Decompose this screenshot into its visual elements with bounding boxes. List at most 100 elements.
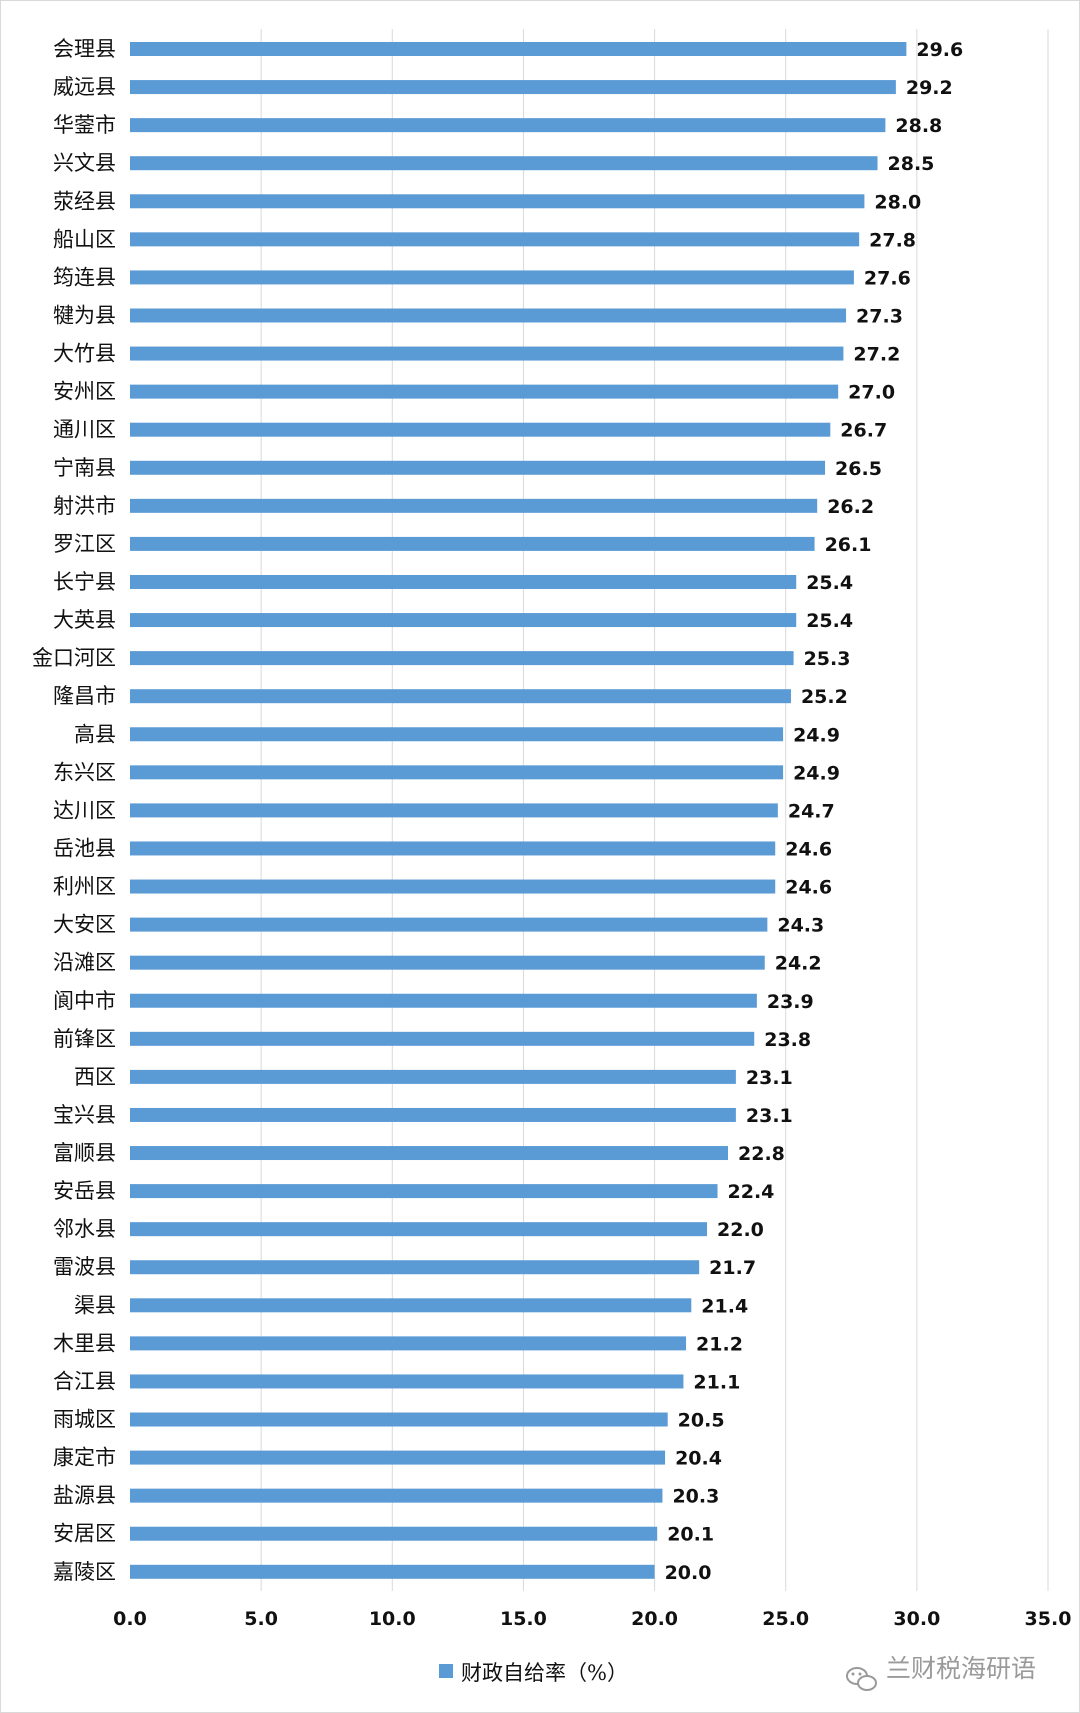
category-labels: 会理县威远县华蓥市兴文县荥经县船山区筠连县犍为县大竹县安州区通川区宁南县射洪市罗… [32,37,116,1584]
value-label: 20.0 [665,1562,712,1584]
value-labels: 29.6 29.2 28.8 28.5 28.0 27.8 27.6 27.3 27.2 27.0… [665,39,964,1584]
bar [130,232,860,247]
value-label: 27.3 [856,305,903,327]
category-label: 前锋区 [53,1027,116,1051]
bar [130,1336,687,1351]
category-label: 东兴区 [53,760,116,784]
category-label: 雨城区 [53,1408,116,1432]
category-label: 宝兴县 [53,1103,116,1127]
bar [130,1488,663,1503]
category-label: 宁南县 [53,456,116,480]
value-label: 25.3 [804,648,851,670]
category-label: 达川区 [53,798,116,822]
x-axis-tick-labels: 0.0 5.0 10.0 15.0 20.0 25.0 30.0 35.0 [113,1608,1071,1630]
category-label: 合江县 [53,1369,116,1393]
value-label: 24.9 [793,724,840,746]
bar [130,536,815,551]
value-label: 24.6 [785,877,832,899]
category-label: 木里县 [53,1331,116,1355]
bar [130,80,896,95]
bar [130,917,768,932]
category-label: 高县 [74,722,116,746]
value-label: 24.9 [793,762,840,784]
value-label: 22.4 [728,1181,775,1203]
value-label: 26.7 [840,420,887,442]
category-label: 嘉陵区 [53,1560,116,1584]
value-label: 28.0 [874,191,921,213]
bar [130,270,854,285]
value-label: 23.1 [746,1105,793,1127]
wechat-icon [846,1667,877,1691]
value-label: 27.8 [869,229,916,251]
bar [130,156,878,171]
bar [130,498,818,513]
value-label: 27.6 [864,267,911,289]
category-label: 安州区 [53,380,116,404]
value-label: 21.7 [709,1257,756,1279]
category-label: 会理县 [53,37,116,61]
category-label: 大竹县 [53,342,116,366]
bar [130,1069,736,1084]
bar [130,613,797,628]
category-label: 通川区 [53,418,116,442]
category-label: 隆昌市 [53,684,116,708]
value-label: 23.9 [767,991,814,1013]
value-label: 21.2 [696,1333,743,1355]
bar [130,1222,708,1237]
value-label: 27.0 [848,382,895,404]
bar [130,118,886,133]
x-tick-label: 5.0 [244,1608,278,1630]
bar [130,574,797,589]
value-label: 21.4 [701,1295,748,1317]
category-label: 渠县 [74,1293,116,1317]
value-label: 26.5 [835,458,882,480]
x-tick-label: 20.0 [631,1608,678,1630]
category-label: 兴文县 [53,151,116,175]
category-label: 罗江区 [53,532,116,556]
value-label: 25.4 [806,572,853,594]
category-label: 筠连县 [53,265,116,289]
value-label: 24.2 [775,953,822,975]
legend-swatch [439,1664,453,1678]
bar [130,1412,668,1427]
category-label: 长宁县 [53,570,116,594]
value-label: 26.1 [825,534,872,556]
legend: 财政自给率（%） [439,1661,628,1685]
category-label: 西区 [74,1065,116,1089]
x-tick-label: 10.0 [369,1608,416,1630]
value-label: 27.2 [853,344,900,366]
value-label: 20.3 [672,1486,719,1508]
value-label: 22.8 [738,1143,785,1165]
category-label: 盐源县 [53,1484,116,1508]
category-label: 利州区 [53,875,116,899]
value-label: 24.6 [785,838,832,860]
bar [130,1184,718,1199]
legend-label: 财政自给率（%） [461,1661,628,1685]
category-label: 雷波县 [53,1255,116,1279]
bar [130,42,907,56]
bar [130,689,791,704]
bar [130,727,784,742]
category-label: 金口河区 [32,646,116,670]
bar [130,384,839,399]
bar [130,1107,736,1122]
bar [130,1374,684,1389]
category-label: 华蓥市 [53,113,116,137]
value-label: 25.2 [801,686,848,708]
bar [130,993,757,1008]
value-label: 24.3 [777,915,824,937]
value-label: 26.2 [827,496,874,518]
bar [130,194,865,209]
value-label: 28.5 [888,153,935,175]
category-label: 邻水县 [53,1217,116,1241]
category-label: 威远县 [53,75,116,99]
category-label: 安岳县 [53,1179,116,1203]
category-label: 射洪市 [53,494,116,518]
bar [130,1298,692,1313]
category-label: 大安区 [53,913,116,937]
value-label: 21.1 [693,1371,740,1393]
value-label: 24.7 [788,800,835,822]
value-label: 25.4 [806,610,853,632]
watermark-text: 兰财税海研语 [886,1654,1036,1683]
